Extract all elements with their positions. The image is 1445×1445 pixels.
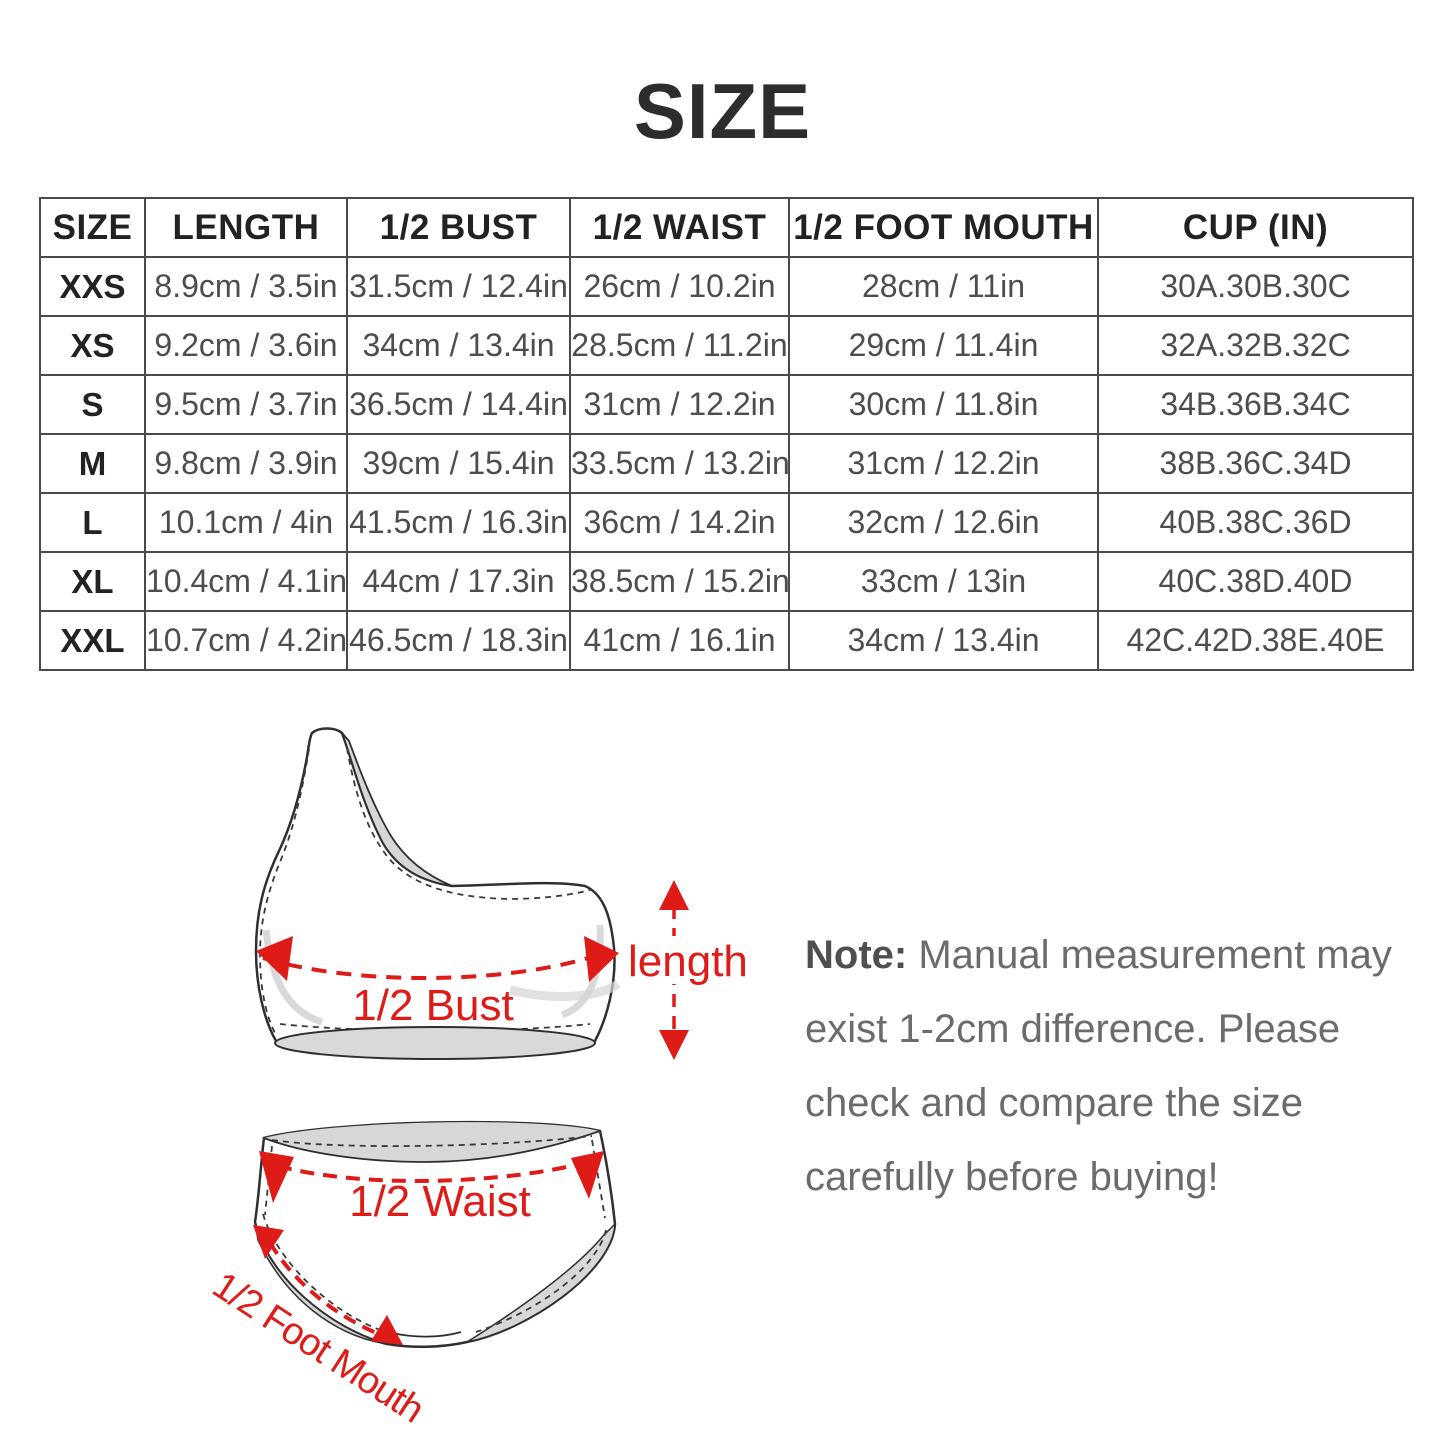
length-cell: 9.8cm / 3.9in <box>144 433 348 494</box>
size-cell: XXS <box>39 256 146 317</box>
waist-cell: 41cm / 16.1in <box>569 610 790 671</box>
bust-cell: 44cm / 17.3in <box>346 551 571 612</box>
column-header-half-waist: 1/2 WAIST <box>569 197 790 258</box>
size-cell: M <box>39 433 146 494</box>
table-row: L 10.1cm / 4in 41.5cm / 16.3in 36cm / 14… <box>39 492 1414 553</box>
note-line: check and compare the size <box>805 1081 1304 1125</box>
arrowhead-left <box>259 1151 294 1203</box>
waist-cell: 38.5cm / 15.2in <box>569 551 790 612</box>
waist-cell: 33.5cm / 13.2in <box>569 433 790 494</box>
waist-cell: 26cm / 10.2in <box>569 256 790 317</box>
note-line: Note: Manual measurement may <box>805 918 1415 992</box>
size-cell: S <box>39 374 146 435</box>
column-header-half-foot-mouth: 1/2 FOOT MOUTH <box>788 197 1099 258</box>
length-cell: 9.2cm / 3.6in <box>144 315 348 376</box>
foot-mouth-cell: 29cm / 11.4in <box>788 315 1099 376</box>
foot-mouth-cell: 31cm / 12.2in <box>788 433 1099 494</box>
bust-cell: 39cm / 15.4in <box>346 433 571 494</box>
arrowhead-down <box>659 1030 689 1060</box>
length-cell: 10.1cm / 4in <box>144 492 348 553</box>
bust-cell: 31.5cm / 12.4in <box>346 256 571 317</box>
table-row: S 9.5cm / 3.7in 36.5cm / 14.4in 31cm / 1… <box>39 374 1414 435</box>
column-header-length: LENGTH <box>144 197 348 258</box>
note-label: Note: <box>805 933 908 977</box>
length-cell: 10.7cm / 4.2in <box>144 610 348 671</box>
arrowhead-right <box>584 936 619 982</box>
bust-cell: 34cm / 13.4in <box>346 315 571 376</box>
foot-mouth-cell: 33cm / 13in <box>788 551 1099 612</box>
bikini-top-illustration <box>254 727 621 1060</box>
arrowhead-down-right <box>371 1315 403 1345</box>
bust-cell: 46.5cm / 18.3in <box>346 610 571 671</box>
half-bust-label: 1/2 Bust <box>352 981 513 1030</box>
table-row: XXL 10.7cm / 4.2in 46.5cm / 18.3in 41cm … <box>39 610 1414 671</box>
waist-cell: 36cm / 14.2in <box>569 492 790 553</box>
table-row: M 9.8cm / 3.9in 39cm / 15.4in 33.5cm / 1… <box>39 433 1414 494</box>
table-row: XXS 8.9cm / 3.5in 31.5cm / 12.4in 26cm /… <box>39 256 1414 317</box>
cup-cell: 40C.38D.40D <box>1097 551 1414 612</box>
arrowhead-up <box>659 880 689 910</box>
length-cell: 8.9cm / 3.5in <box>144 256 348 317</box>
half-waist-label: 1/2 Waist <box>349 1177 531 1226</box>
cup-cell: 40B.38C.36D <box>1097 492 1414 553</box>
cup-cell: 42C.42D.38E.40E <box>1097 610 1414 671</box>
foot-mouth-cell: 28cm / 11in <box>788 256 1099 317</box>
bust-cell: 41.5cm / 16.3in <box>346 492 571 553</box>
bust-cell: 36.5cm / 14.4in <box>346 374 571 435</box>
table-row: XL 10.4cm / 4.1in 44cm / 17.3in 38.5cm /… <box>39 551 1414 612</box>
bust-measure-arrow: 1/2 Bust <box>256 936 619 1030</box>
arrowhead-up-left <box>253 1225 284 1259</box>
length-cell: 10.4cm / 4.1in <box>144 551 348 612</box>
column-header-size: SIZE <box>39 197 146 258</box>
waist-cell: 28.5cm / 11.2in <box>569 315 790 376</box>
foot-mouth-cell: 34cm / 13.4in <box>788 610 1099 671</box>
note-text: Note: Manual measurement may exist 1-2cm… <box>805 918 1415 1214</box>
size-table: SIZE LENGTH 1/2 BUST 1/2 WAIST 1/2 FOOT … <box>39 197 1414 671</box>
length-label: length <box>628 937 748 986</box>
table-header-row: SIZE LENGTH 1/2 BUST 1/2 WAIST 1/2 FOOT … <box>39 197 1414 258</box>
arrowhead-left <box>256 936 293 981</box>
note-line: carefully before buying! <box>805 1155 1219 1199</box>
size-cell: XL <box>39 551 146 612</box>
bikini-bottom-illustration <box>253 1120 617 1349</box>
length-measure-arrow: length <box>620 880 748 1060</box>
length-cell: 9.5cm / 3.7in <box>144 374 348 435</box>
column-header-half-bust: 1/2 BUST <box>346 197 571 258</box>
size-cell: L <box>39 492 146 553</box>
page-title: SIZE <box>633 67 812 155</box>
table-row: XS 9.2cm / 3.6in 34cm / 13.4in 28.5cm / … <box>39 315 1414 376</box>
cup-cell: 38B.36C.34D <box>1097 433 1414 494</box>
foot-mouth-cell: 30cm / 11.8in <box>788 374 1099 435</box>
foot-mouth-cell: 32cm / 12.6in <box>788 492 1099 553</box>
column-header-cup: CUP (IN) <box>1097 197 1414 258</box>
note-line: exist 1-2cm difference. Please <box>805 1007 1341 1051</box>
waist-measure-arrow: 1/2 Waist <box>259 1151 604 1226</box>
size-cell: XXL <box>39 610 146 671</box>
cup-cell: 34B.36B.34C <box>1097 374 1414 435</box>
cup-cell: 30A.30B.30C <box>1097 256 1414 317</box>
note-line-text: Manual measurement may <box>907 933 1392 977</box>
arrowhead-right <box>571 1151 604 1199</box>
size-cell: XS <box>39 315 146 376</box>
waist-cell: 31cm / 12.2in <box>569 374 790 435</box>
cup-cell: 32A.32B.32C <box>1097 315 1414 376</box>
